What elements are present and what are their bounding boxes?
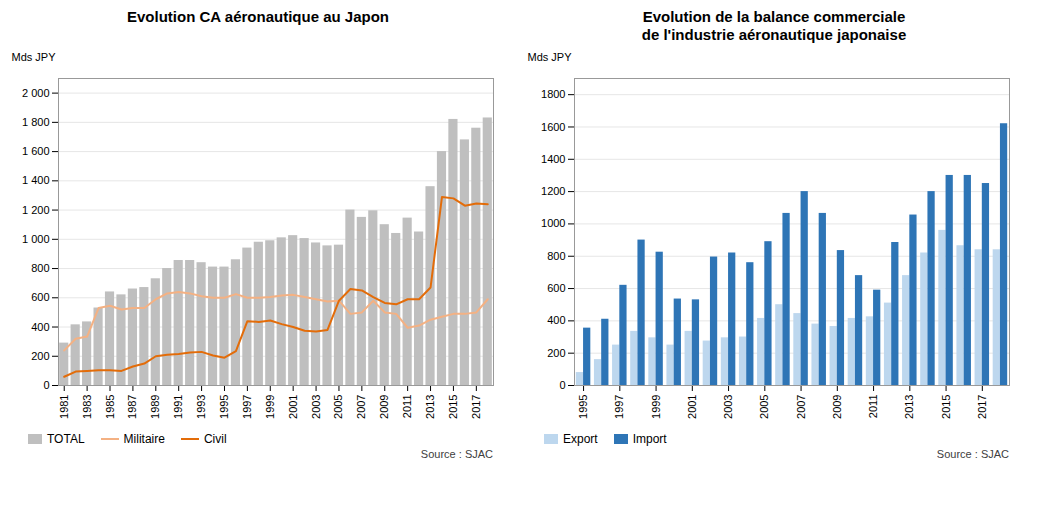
- svg-text:Mds JPY: Mds JPY: [12, 51, 57, 63]
- svg-text:800: 800: [547, 250, 565, 262]
- html-text:Export: Export: [563, 432, 598, 446]
- svg-text:2003: 2003: [722, 395, 734, 419]
- svg-text:1993: 1993: [195, 395, 207, 419]
- svg-text:1200: 1200: [541, 185, 565, 197]
- svg-text:600: 600: [547, 282, 565, 294]
- svg-text:1 600: 1 600: [22, 145, 50, 157]
- svg-text:1400: 1400: [541, 153, 565, 165]
- html-text:Source : SJAC: Source : SJAC: [936, 448, 1009, 460]
- svg-text:1000: 1000: [541, 217, 565, 229]
- svg-text:2003: 2003: [310, 395, 322, 419]
- svg-text:1 000: 1 000: [22, 233, 50, 245]
- svg-text:0: 0: [559, 379, 565, 391]
- html-text:TOTAL: TOTAL: [47, 432, 85, 446]
- svg-text:1999: 1999: [264, 395, 276, 419]
- svg-text:2001: 2001: [686, 395, 698, 419]
- svg-text:1 400: 1 400: [22, 174, 50, 186]
- svg-text:800: 800: [31, 262, 49, 274]
- svg-text:1989: 1989: [149, 395, 161, 419]
- svg-text:1997: 1997: [613, 395, 625, 419]
- svg-text:1995: 1995: [577, 395, 589, 419]
- html-text:Civil: Civil: [203, 432, 227, 446]
- svg-text:2015: 2015: [940, 395, 952, 419]
- html-text:Source : SJAC: Source : SJAC: [420, 448, 493, 460]
- svg-text:2017: 2017: [470, 395, 482, 419]
- svg-text:1999: 1999: [650, 395, 662, 419]
- svg-text:1600: 1600: [541, 120, 565, 132]
- svg-text:1 800: 1 800: [22, 116, 50, 128]
- svg-text:2005: 2005: [758, 395, 770, 419]
- svg-text:1995: 1995: [218, 395, 230, 419]
- svg-text:1987: 1987: [126, 395, 138, 419]
- svg-text:2007: 2007: [355, 395, 367, 419]
- svg-text:2011: 2011: [401, 395, 413, 419]
- svg-text:Mds JPY: Mds JPY: [528, 51, 573, 63]
- svg-text:2011: 2011: [867, 395, 879, 419]
- svg-text:1981: 1981: [58, 395, 70, 419]
- svg-text:1985: 1985: [104, 395, 116, 419]
- svg-text:2007: 2007: [795, 395, 807, 419]
- svg-text:1 200: 1 200: [22, 204, 50, 216]
- svg-text:1983: 1983: [81, 395, 93, 419]
- html-text:Evolution CA aéronautique au J: Evolution CA aéronautique au Japon: [127, 8, 389, 25]
- svg-text:200: 200: [31, 350, 49, 362]
- svg-text:2001: 2001: [287, 395, 299, 419]
- svg-text:2 000: 2 000: [22, 87, 50, 99]
- svg-text:2009: 2009: [378, 395, 390, 419]
- svg-text:200: 200: [547, 347, 565, 359]
- html-text:Import: Import: [632, 432, 667, 446]
- svg-text:1800: 1800: [541, 88, 565, 100]
- svg-text:1991: 1991: [172, 395, 184, 419]
- html-text:Militaire: Militaire: [123, 432, 165, 446]
- svg-text:2017: 2017: [976, 395, 988, 419]
- html-text:Evolution de la balance commer: Evolution de la balance commerciale de l…: [641, 8, 907, 43]
- svg-text:2009: 2009: [831, 395, 843, 419]
- svg-text:400: 400: [31, 321, 49, 333]
- svg-text:2015: 2015: [447, 395, 459, 419]
- svg-text:2013: 2013: [424, 395, 436, 419]
- svg-text:0: 0: [43, 379, 49, 391]
- svg-text:2005: 2005: [332, 395, 344, 419]
- svg-text:400: 400: [547, 314, 565, 326]
- svg-text:600: 600: [31, 291, 49, 303]
- svg-text:2013: 2013: [903, 395, 915, 419]
- svg-text:1997: 1997: [241, 395, 253, 419]
